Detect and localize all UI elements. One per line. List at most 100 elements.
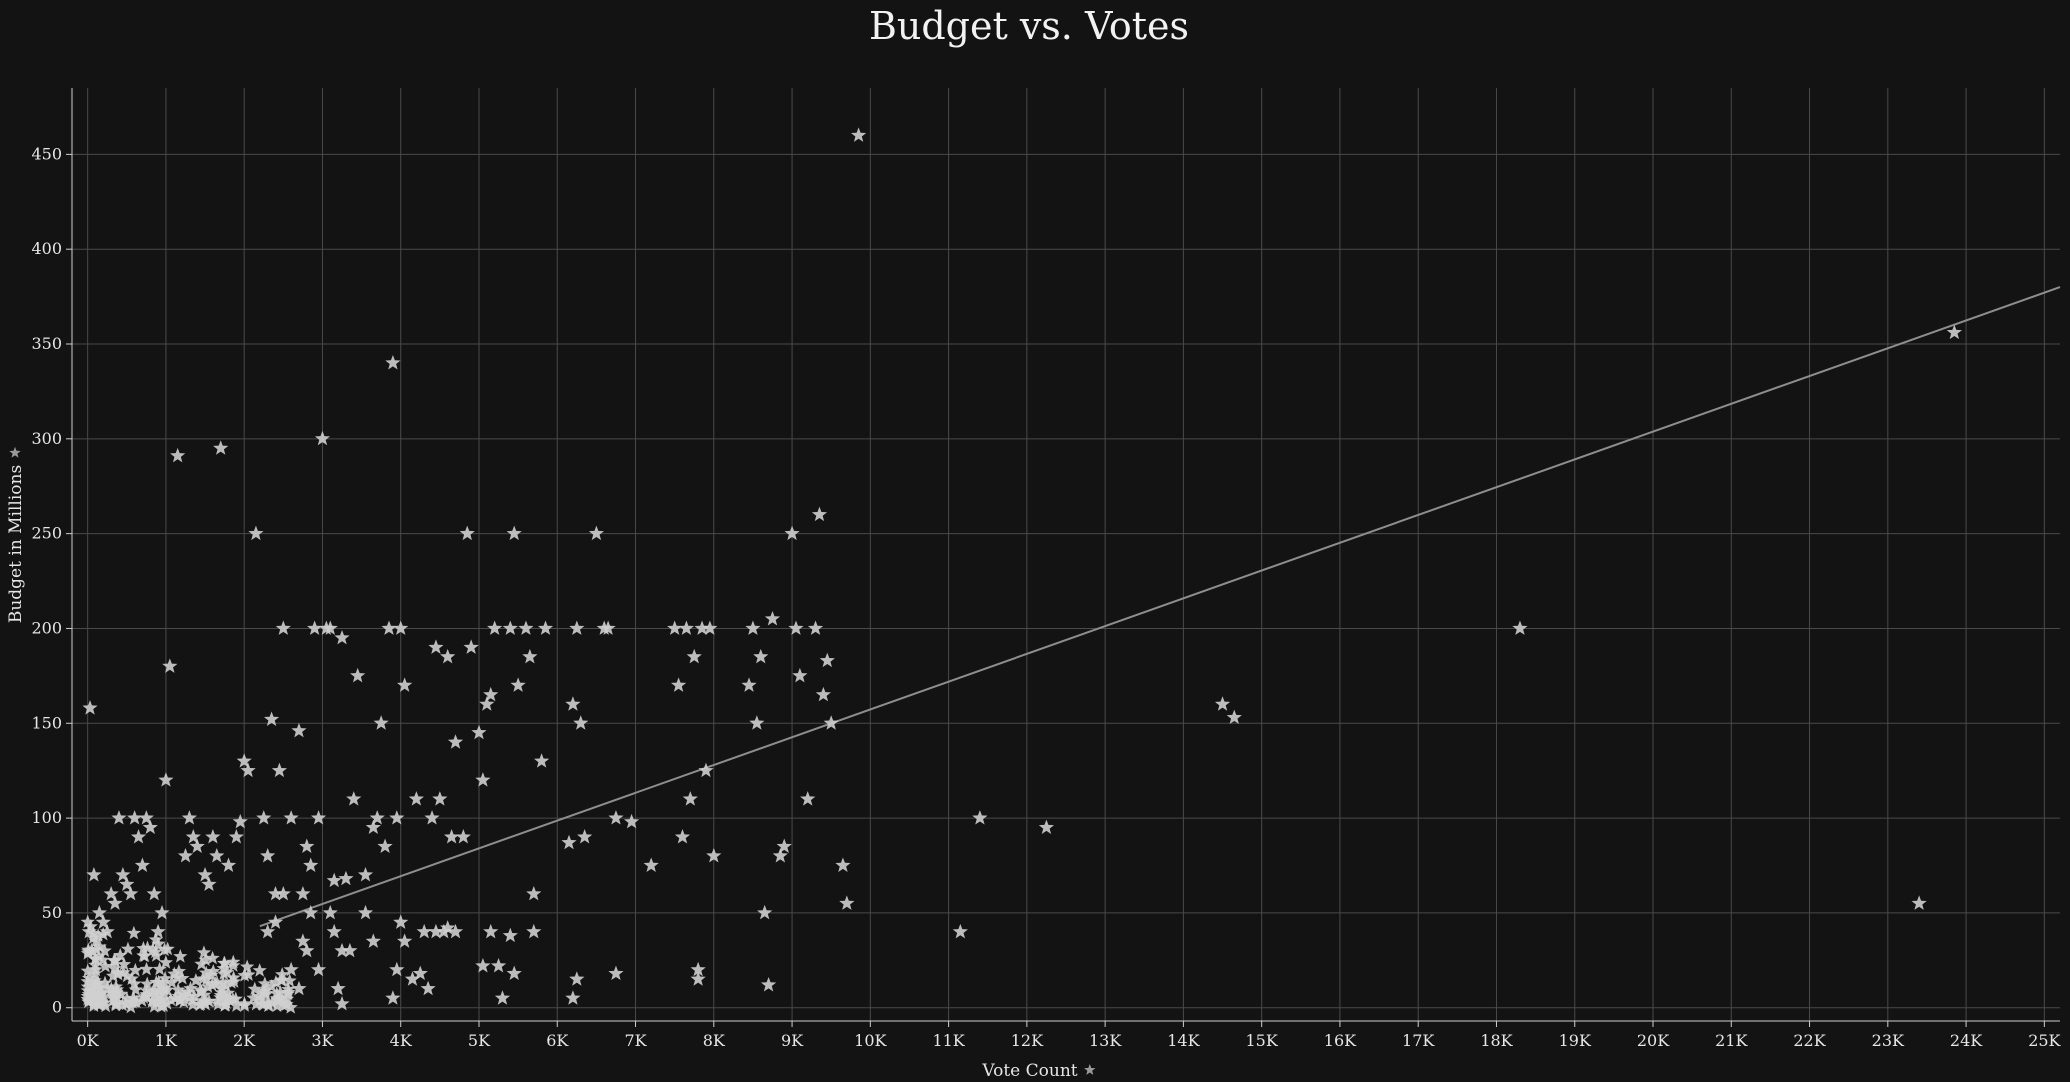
- data-point[interactable]: [192, 997, 207, 1012]
- data-point[interactable]: [81, 970, 97, 985]
- data-point[interactable]: [95, 914, 111, 929]
- data-point[interactable]: [109, 985, 124, 1000]
- data-point[interactable]: [1038, 819, 1055, 835]
- data-point[interactable]: [97, 975, 113, 990]
- data-point[interactable]: [145, 942, 161, 956]
- data-point[interactable]: [158, 955, 173, 969]
- data-point[interactable]: [151, 974, 166, 989]
- data-point[interactable]: [690, 961, 706, 977]
- data-point[interactable]: [322, 620, 338, 635]
- data-point[interactable]: [226, 970, 241, 985]
- data-point[interactable]: [115, 997, 130, 1012]
- data-point[interactable]: [389, 961, 405, 977]
- data-point[interactable]: [151, 987, 166, 1002]
- data-point[interactable]: [268, 974, 284, 989]
- data-point[interactable]: [128, 982, 143, 996]
- data-point[interactable]: [494, 990, 511, 1005]
- data-point[interactable]: [209, 975, 225, 990]
- data-point[interactable]: [139, 983, 155, 997]
- data-point[interactable]: [108, 953, 123, 967]
- data-point[interactable]: [107, 991, 122, 1006]
- data-point[interactable]: [170, 447, 186, 463]
- data-point[interactable]: [136, 941, 151, 955]
- data-point[interactable]: [98, 958, 113, 973]
- data-point[interactable]: [447, 734, 464, 749]
- data-point[interactable]: [256, 810, 272, 825]
- data-point[interactable]: [1226, 709, 1242, 725]
- data-point[interactable]: [216, 961, 231, 975]
- data-point[interactable]: [172, 992, 187, 1007]
- data-point[interactable]: [226, 954, 241, 969]
- data-point[interactable]: [88, 933, 104, 948]
- data-point[interactable]: [502, 927, 518, 943]
- data-point[interactable]: [275, 885, 291, 901]
- data-point[interactable]: [146, 885, 162, 901]
- data-point[interactable]: [88, 957, 103, 972]
- data-point[interactable]: [385, 354, 401, 370]
- data-point[interactable]: [1946, 324, 1962, 340]
- data-point[interactable]: [252, 993, 268, 1007]
- data-point[interactable]: [1911, 895, 1927, 910]
- data-point[interactable]: [807, 620, 824, 635]
- data-point[interactable]: [183, 981, 198, 995]
- data-point[interactable]: [85, 982, 100, 996]
- data-point[interactable]: [196, 945, 212, 959]
- data-point[interactable]: [159, 996, 175, 1010]
- data-point[interactable]: [81, 944, 96, 958]
- data-point[interactable]: [282, 973, 297, 988]
- data-point[interactable]: [210, 993, 225, 1008]
- data-point[interactable]: [139, 961, 154, 976]
- data-point[interactable]: [334, 942, 350, 958]
- data-point[interactable]: [839, 895, 855, 910]
- data-point[interactable]: [334, 995, 350, 1011]
- data-point[interactable]: [167, 966, 182, 981]
- data-point[interactable]: [209, 848, 225, 863]
- data-point[interactable]: [764, 610, 781, 626]
- data-point[interactable]: [416, 923, 432, 939]
- data-point[interactable]: [682, 791, 698, 806]
- data-point[interactable]: [291, 980, 307, 996]
- data-point[interactable]: [334, 629, 350, 645]
- data-point[interactable]: [506, 525, 522, 541]
- data-point[interactable]: [153, 999, 169, 1013]
- data-point[interactable]: [103, 885, 119, 901]
- data-point[interactable]: [162, 658, 178, 673]
- data-point[interactable]: [365, 933, 381, 948]
- data-point[interactable]: [123, 885, 139, 901]
- data-point[interactable]: [140, 976, 155, 991]
- data-point[interactable]: [127, 994, 142, 1009]
- data-point[interactable]: [271, 762, 288, 778]
- data-point[interactable]: [240, 762, 256, 778]
- data-point[interactable]: [303, 857, 319, 872]
- data-point[interactable]: [199, 965, 214, 980]
- data-point[interactable]: [952, 923, 968, 939]
- data-point[interactable]: [534, 753, 550, 768]
- data-point[interactable]: [745, 620, 761, 635]
- data-point[interactable]: [247, 981, 262, 996]
- data-point[interactable]: [175, 986, 190, 1001]
- data-point[interactable]: [518, 620, 534, 635]
- data-point[interactable]: [220, 857, 237, 872]
- data-point[interactable]: [487, 620, 503, 635]
- data-point[interactable]: [463, 639, 479, 654]
- data-point[interactable]: [116, 957, 132, 971]
- data-point[interactable]: [91, 997, 106, 1012]
- data-point[interactable]: [136, 990, 151, 1004]
- data-point[interactable]: [569, 620, 585, 635]
- data-point[interactable]: [264, 979, 279, 993]
- data-point[interactable]: [126, 925, 141, 940]
- data-point[interactable]: [197, 994, 212, 1009]
- data-point[interactable]: [269, 998, 285, 1012]
- data-point[interactable]: [357, 904, 374, 920]
- data-point[interactable]: [369, 810, 385, 825]
- data-point[interactable]: [643, 857, 659, 872]
- data-point[interactable]: [93, 980, 108, 995]
- data-point[interactable]: [137, 948, 152, 963]
- data-point[interactable]: [98, 998, 113, 1013]
- data-point[interactable]: [215, 975, 231, 989]
- data-point[interactable]: [194, 956, 209, 971]
- data-point[interactable]: [263, 711, 280, 726]
- data-point[interactable]: [80, 979, 96, 994]
- data-point[interactable]: [428, 639, 444, 654]
- data-point[interactable]: [120, 941, 136, 956]
